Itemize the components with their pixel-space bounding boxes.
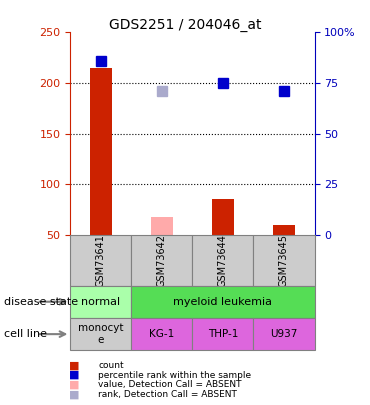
- Text: normal: normal: [81, 297, 120, 307]
- Text: KG-1: KG-1: [149, 329, 175, 339]
- Text: GSM73642: GSM73642: [157, 234, 167, 287]
- Bar: [131, 235, 192, 286]
- Text: myeloid leukemia: myeloid leukemia: [174, 297, 272, 307]
- Bar: [90, 68, 111, 235]
- Text: ■: ■: [69, 380, 79, 390]
- Text: GDS2251 / 204046_at: GDS2251 / 204046_at: [109, 18, 261, 32]
- Bar: [151, 217, 172, 235]
- Text: value, Detection Call = ABSENT: value, Detection Call = ABSENT: [98, 380, 242, 389]
- Bar: [70, 318, 131, 350]
- Bar: [273, 225, 295, 235]
- Bar: [131, 318, 192, 350]
- Text: disease state: disease state: [4, 297, 78, 307]
- Text: percentile rank within the sample: percentile rank within the sample: [98, 371, 251, 379]
- Text: GSM73645: GSM73645: [279, 234, 289, 287]
- Bar: [70, 235, 131, 286]
- Bar: [131, 286, 314, 318]
- Bar: [212, 200, 233, 235]
- Text: ■: ■: [69, 360, 79, 370]
- Text: cell line: cell line: [4, 329, 47, 339]
- Text: ■: ■: [69, 370, 79, 380]
- Bar: [253, 318, 314, 350]
- Bar: [192, 235, 253, 286]
- Text: count: count: [98, 361, 124, 370]
- Bar: [253, 235, 314, 286]
- Text: GSM73641: GSM73641: [96, 234, 106, 287]
- Bar: [192, 318, 253, 350]
- Text: monocyt
e: monocyt e: [78, 323, 124, 345]
- Bar: [70, 286, 131, 318]
- Text: rank, Detection Call = ABSENT: rank, Detection Call = ABSENT: [98, 390, 237, 399]
- Text: GSM73644: GSM73644: [218, 234, 228, 287]
- Text: THP-1: THP-1: [208, 329, 238, 339]
- Text: ■: ■: [69, 390, 79, 399]
- Text: U937: U937: [270, 329, 297, 339]
